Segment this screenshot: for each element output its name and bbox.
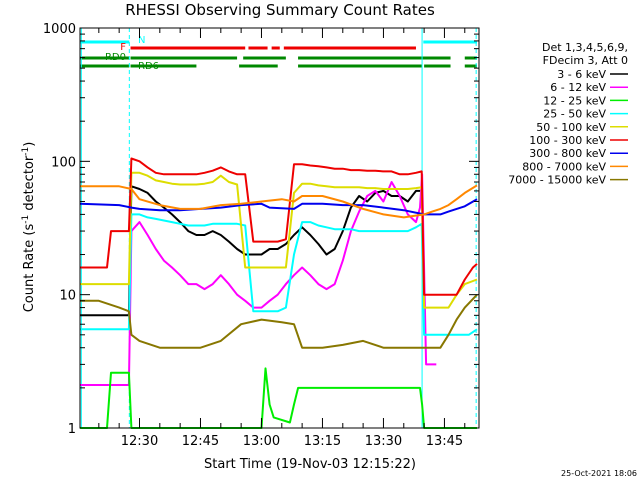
legend-label: 6 - 12 keV — [550, 81, 606, 94]
render-timestamp: 25-Oct-2021 18:06 — [561, 469, 637, 478]
plot-frame — [79, 27, 480, 429]
legend-label: 12 - 25 keV — [543, 94, 606, 107]
axis-ticks: 12:30 12:45 13:00 13:15 13:30 13:45 1 10 100 1000 — [43, 22, 479, 449]
x-tick-label: 13:45 — [426, 434, 463, 449]
flag-label-n: N — [138, 35, 145, 46]
chart-title: RHESSI Observing Summary Count Rates — [125, 1, 435, 19]
series-line-2 — [80, 173, 437, 386]
legend-header-2: FDecim 3, Att 0 — [543, 54, 628, 67]
x-tick-label: 12:30 — [121, 434, 158, 449]
series-line-8 — [80, 184, 478, 219]
x-tick-label: 13:30 — [365, 434, 402, 449]
y-tick-label: 10 — [59, 289, 76, 304]
y-tick-label: 1 — [68, 422, 76, 437]
series-line-9 — [80, 294, 478, 349]
legend-label: 50 - 100 keV — [536, 121, 606, 134]
x-tick-label: 13:15 — [304, 434, 341, 449]
legend-label: 800 - 7000 keV — [522, 160, 606, 173]
legend-label: 300 - 800 keV — [529, 147, 606, 160]
legend-label: 100 - 300 keV — [529, 134, 606, 147]
x-axis-label: Start Time (19-Nov-03 12:15:22) — [204, 457, 416, 472]
y-tick-label: 100 — [51, 155, 76, 170]
series-line-1 — [80, 185, 422, 317]
x-tick-label: 12:45 — [182, 434, 219, 449]
series-line-4 — [80, 213, 478, 336]
series-line-7 — [80, 198, 478, 216]
series-line-3 — [80, 367, 477, 429]
legend-label: 7000 - 15000 keV — [508, 174, 606, 187]
flag-label-f: F — [120, 42, 126, 53]
vertical-markers — [80, 28, 477, 428]
x-tick-label: 13:00 — [243, 434, 280, 449]
legend-header-1: Det 1,3,4,5,6,9, — [542, 41, 628, 54]
y-tick-label: 1000 — [43, 22, 76, 37]
series-line-5 — [80, 171, 478, 309]
legend-label: 25 - 50 keV — [543, 108, 606, 121]
series-line-6 — [80, 157, 478, 296]
legend-label: 3 - 6 keV — [557, 68, 606, 81]
series-lines — [80, 157, 478, 429]
legend: Det 1,3,4,5,6,9, FDecim 3, Att 0 3 - 6 k… — [508, 41, 628, 187]
flag-label-rd6: RD6 — [138, 61, 159, 72]
flag-label-rd0: RD0 — [105, 52, 126, 63]
y-axis-label: Count Rate (s-1 detector-1) — [21, 142, 37, 313]
